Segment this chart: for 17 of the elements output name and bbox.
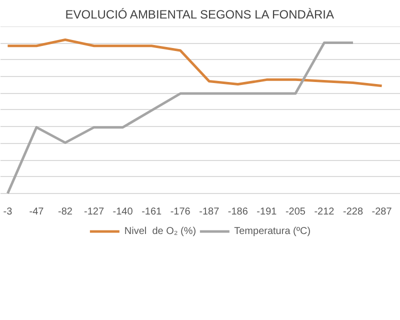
- x-tick-label: -140: [112, 206, 134, 218]
- x-tick-label: -191: [256, 206, 278, 218]
- x-tick-label: -187: [199, 206, 220, 218]
- x-tick-label: -82: [58, 206, 73, 218]
- x-tick-label: -176: [170, 206, 191, 218]
- chart-title: EVOLUCIÓ AMBIENTAL SEGONS LA FONDÀRIA: [65, 8, 334, 22]
- legend-label: Temperatura (ºC): [234, 226, 311, 236]
- x-tick-label: -287: [372, 206, 392, 218]
- x-tick-label: -205: [285, 206, 306, 218]
- legend-label: Nivel de O₂ (%): [124, 226, 196, 236]
- x-tick-label: -3: [3, 206, 13, 218]
- x-tick-label: -212: [314, 206, 335, 218]
- x-tick-label: -47: [29, 206, 44, 218]
- x-tick-label: -127: [84, 206, 104, 218]
- x-tick-label: -161: [142, 206, 162, 218]
- x-tick-label: -228: [343, 206, 364, 218]
- x-tick-label: -186: [228, 206, 248, 218]
